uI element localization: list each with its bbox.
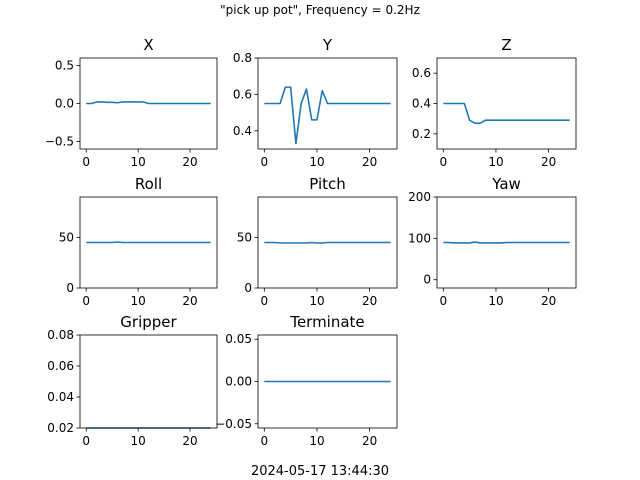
gripper-ytick-label: 0.04 bbox=[47, 390, 74, 404]
gripper-xtick-label: 10 bbox=[130, 434, 145, 448]
terminate-ytick-label: 0.00 bbox=[225, 375, 252, 389]
yaw-ytick-label: 200 bbox=[408, 190, 431, 204]
x-ytick-label: 0.0 bbox=[55, 97, 74, 111]
x-title: X bbox=[143, 36, 153, 54]
z-ytick-label: 0.6 bbox=[412, 66, 431, 80]
z-ytick-label: 0.4 bbox=[412, 97, 431, 111]
roll-xtick-label: 10 bbox=[130, 294, 145, 308]
subplot-gripper: Gripper 0 10 20 0.02 0.04 0.06 0.08 bbox=[47, 313, 218, 448]
roll-xtick-label: 0 bbox=[82, 294, 90, 308]
terminate-title: Terminate bbox=[289, 313, 364, 331]
roll-series-line bbox=[86, 241, 211, 244]
yaw-ytick-label: 100 bbox=[408, 231, 431, 245]
figure-footer-timestamp: 2024-05-17 13:44:30 bbox=[251, 464, 389, 479]
roll-xtick-label: 20 bbox=[182, 294, 197, 308]
yaw-ytick-label: 0 bbox=[423, 273, 431, 287]
pitch-axes-frame bbox=[257, 196, 398, 289]
pitch-ytick-label: 50 bbox=[237, 230, 252, 244]
gripper-xtick-label: 0 bbox=[82, 434, 90, 448]
figure-suptitle: "pick up pot", Frequency = 0.2Hz bbox=[220, 3, 420, 17]
yaw-xtick-label: 10 bbox=[488, 294, 503, 308]
yaw-series-line bbox=[443, 241, 570, 244]
pitch-title: Pitch bbox=[309, 175, 346, 193]
y-ytick-label: 0.4 bbox=[233, 124, 252, 138]
subplot-y: Y 0 10 20 0.4 0.6 0.8 bbox=[233, 36, 398, 169]
z-ytick-label: 0.2 bbox=[412, 127, 431, 141]
subplot-z: Z 0 10 20 0.2 0.4 0.6 bbox=[412, 36, 577, 169]
subplot-terminate: Terminate 0 10 20 −0.05 0.00 0.05 bbox=[215, 313, 398, 448]
y-axes-frame bbox=[257, 57, 398, 150]
gripper-title: Gripper bbox=[120, 313, 177, 331]
pitch-series-line bbox=[264, 241, 391, 244]
subplot-x: X 0 10 20 −0.5 0.0 0.5 bbox=[45, 36, 218, 169]
z-axes-frame bbox=[436, 57, 577, 150]
y-xtick-label: 10 bbox=[309, 155, 324, 169]
y-ytick-label: 0.8 bbox=[233, 51, 252, 65]
gripper-axes-frame bbox=[79, 334, 218, 429]
z-xtick-label: 20 bbox=[541, 155, 556, 169]
y-xtick-label: 0 bbox=[260, 155, 268, 169]
yaw-title: Yaw bbox=[491, 175, 521, 193]
yaw-xtick-label: 0 bbox=[439, 294, 447, 308]
terminate-xtick-label: 10 bbox=[309, 434, 324, 448]
pitch-ytick-label: 0 bbox=[244, 281, 252, 295]
y-ytick-label: 0.6 bbox=[233, 87, 252, 101]
pitch-xtick-label: 10 bbox=[309, 294, 324, 308]
z-xtick-label: 10 bbox=[488, 155, 503, 169]
gripper-xtick-label: 20 bbox=[182, 434, 197, 448]
x-xtick-label: 10 bbox=[130, 155, 145, 169]
subplot-grid: X 0 10 20 −0.5 0.0 0.5 Y 0 10 20 0.4 0.6 0.8 Z 0 10 20 0.2… bbox=[45, 36, 577, 448]
gripper-ytick-label: 0.08 bbox=[47, 328, 74, 342]
x-xtick-label: 20 bbox=[182, 155, 197, 169]
yaw-axes-frame bbox=[436, 196, 577, 289]
gripper-ytick-label: 0.06 bbox=[47, 359, 74, 373]
gripper-ytick-label: 0.02 bbox=[47, 421, 74, 435]
pitch-xtick-label: 20 bbox=[362, 294, 377, 308]
yaw-xtick-label: 20 bbox=[541, 294, 556, 308]
z-series-line bbox=[443, 102, 570, 125]
roll-ytick-label: 0 bbox=[66, 281, 74, 295]
terminate-xtick-label: 20 bbox=[362, 434, 377, 448]
roll-title: Roll bbox=[135, 175, 162, 193]
y-xtick-label: 20 bbox=[362, 155, 377, 169]
x-ytick-label: −0.5 bbox=[45, 134, 74, 148]
x-ytick-label: 0.5 bbox=[55, 59, 74, 73]
x-xtick-label: 0 bbox=[82, 155, 90, 169]
roll-ytick-label: 50 bbox=[59, 230, 74, 244]
x-series-line bbox=[86, 101, 211, 105]
terminate-xtick-label: 0 bbox=[260, 434, 268, 448]
terminate-ytick-label: −0.05 bbox=[215, 417, 252, 431]
subplot-roll: Roll 0 10 20 0 50 bbox=[59, 175, 218, 308]
roll-axes-frame bbox=[79, 196, 218, 289]
terminate-axes-frame bbox=[257, 334, 398, 429]
subplot-pitch: Pitch 0 10 20 0 50 bbox=[237, 175, 398, 308]
terminate-ytick-label: 0.05 bbox=[225, 332, 252, 346]
y-series-line bbox=[264, 86, 391, 145]
x-axes-frame bbox=[79, 57, 218, 150]
pitch-xtick-label: 0 bbox=[260, 294, 268, 308]
y-title: Y bbox=[322, 36, 333, 54]
z-xtick-label: 0 bbox=[439, 155, 447, 169]
z-title: Z bbox=[501, 36, 511, 54]
